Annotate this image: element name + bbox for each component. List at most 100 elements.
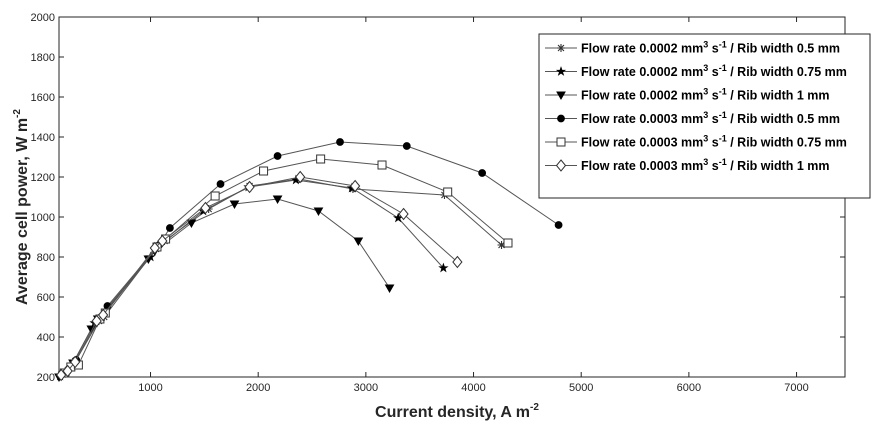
legend-label: Flow rate 0.0002 mm3 s-1 / Rib width 1 m… xyxy=(581,87,830,103)
legend-entry: Flow rate 0.0003 mm3 s-1 / Rib width 0.5… xyxy=(545,110,840,126)
data-point xyxy=(503,238,513,248)
y-tick-label: 400 xyxy=(37,332,55,344)
data-point xyxy=(186,219,197,229)
legend-label-text: Flow rate 0.0002 mm xyxy=(581,42,703,56)
data-point xyxy=(313,207,324,217)
series-line xyxy=(58,198,391,378)
y-axis-label-text: Average cell power, W m xyxy=(14,118,31,305)
legend-label-superscript: -1 xyxy=(719,134,727,144)
x-tick-label: 2000 xyxy=(246,382,270,394)
legend-label-superscript: 3 xyxy=(703,134,708,144)
series-diamond xyxy=(56,170,463,382)
y-tick-label: 2000 xyxy=(31,12,55,24)
y-tick-label: 600 xyxy=(37,292,55,304)
data-point xyxy=(353,237,364,247)
legend-label: Flow rate 0.0002 mm3 s-1 / Rib width 0.5… xyxy=(581,40,840,56)
legend-label-superscript: -1 xyxy=(719,87,727,97)
legend-label: Flow rate 0.0003 mm3 s-1 / Rib width 0.5… xyxy=(581,110,840,126)
legend-label-superscript: -1 xyxy=(719,63,727,73)
data-point xyxy=(295,170,306,184)
legend: Flow rate 0.0002 mm3 s-1 / Rib width 0.5… xyxy=(538,33,871,199)
data-point xyxy=(166,224,174,232)
legend-label-tail: / Rib width 1 mm xyxy=(727,159,830,173)
data-point xyxy=(557,114,565,123)
legend-label-superscript: -1 xyxy=(719,40,727,50)
data-point xyxy=(556,137,566,147)
x-tick-label: 6000 xyxy=(677,382,701,394)
legend-label-text: Flow rate 0.0003 mm xyxy=(581,159,703,173)
legend-label-superscript: 3 xyxy=(703,110,708,120)
legend-label-unit: s xyxy=(708,89,718,103)
y-tick-label: 200 xyxy=(37,372,55,384)
data-point xyxy=(555,159,567,172)
x-axis-label-text: Current density, A m xyxy=(375,404,530,421)
legend-label-superscript: 3 xyxy=(703,40,708,50)
data-point xyxy=(316,154,326,164)
x-tick-label: 4000 xyxy=(461,382,485,394)
y-tick-label: 1400 xyxy=(31,132,55,144)
legend-label-text: Flow rate 0.0002 mm xyxy=(581,89,703,103)
legend-label-unit: s xyxy=(708,159,718,173)
series-triangle-down xyxy=(54,195,395,383)
legend-label-unit: s xyxy=(708,136,718,150)
legend-label-superscript: 3 xyxy=(703,87,708,97)
legend-label-tail: / Rib width 0.75 mm xyxy=(727,136,847,150)
legend-entry: Flow rate 0.0002 mm3 s-1 / Rib width 0.5… xyxy=(545,40,840,56)
data-point xyxy=(62,364,73,378)
data-point xyxy=(273,152,282,160)
data-point xyxy=(157,234,168,248)
data-point xyxy=(56,368,67,382)
series-line xyxy=(60,176,458,376)
x-tick-label: 5000 xyxy=(569,382,593,394)
axes: 1000 2000 3000 4000 5000 6000 7000 200 400 600 800… xyxy=(31,12,846,394)
data-point xyxy=(210,191,220,201)
data-point xyxy=(349,179,361,193)
data-point xyxy=(554,221,563,229)
series-lines xyxy=(54,138,563,383)
data-point xyxy=(452,255,463,269)
data-point xyxy=(229,200,240,210)
data-point xyxy=(478,169,487,177)
data-point xyxy=(438,262,449,273)
series-line xyxy=(59,179,444,377)
data-point xyxy=(272,195,283,205)
data-point xyxy=(244,180,255,194)
axis-labels: Current density, A m-2 Average cell powe… xyxy=(12,109,539,421)
data-point xyxy=(149,241,160,255)
x-tick-label: 1000 xyxy=(138,382,162,394)
data-point xyxy=(259,166,269,176)
legend-label: Flow rate 0.0003 mm3 s-1 / Rib width 0.7… xyxy=(581,134,847,150)
legend-label-superscript: -1 xyxy=(719,110,727,120)
y-axis-label: Average cell power, W m-2 xyxy=(12,109,31,305)
legend-label-superscript: 3 xyxy=(703,157,708,167)
data-point xyxy=(443,187,453,197)
data-point xyxy=(384,284,395,294)
legend-entry: Flow rate 0.0003 mm3 s-1 / Rib width 1 m… xyxy=(545,157,830,173)
data-point xyxy=(97,308,109,322)
legend-label-unit: s xyxy=(708,42,718,56)
legend-label-superscript: 3 xyxy=(703,63,708,73)
legend-label-text: Flow rate 0.0002 mm xyxy=(581,65,703,79)
legend-label: Flow rate 0.0002 mm3 s-1 / Rib width 0.7… xyxy=(581,63,847,79)
legend-label-superscript: -1 xyxy=(719,157,727,167)
y-tick-label: 1600 xyxy=(31,92,55,104)
data-point xyxy=(200,201,211,215)
x-tick-label: 7000 xyxy=(784,382,808,394)
legend-entry: Flow rate 0.0002 mm3 s-1 / Rib width 0.7… xyxy=(545,63,847,79)
series-asterisk xyxy=(57,175,506,379)
data-point xyxy=(557,44,565,52)
legend-label-tail: / Rib width 0.5 mm xyxy=(727,42,840,56)
data-point xyxy=(556,91,566,101)
legend-label-tail: / Rib width 0.5 mm xyxy=(727,112,840,126)
legend-entry: Flow rate 0.0002 mm3 s-1 / Rib width 1 m… xyxy=(545,87,830,103)
series-line xyxy=(61,141,559,375)
legend-label-text: Flow rate 0.0003 mm xyxy=(581,112,703,126)
x-axis-label: Current density, A m-2 xyxy=(375,402,539,421)
legend-label-tail: / Rib width 1 mm xyxy=(727,89,830,103)
data-point xyxy=(402,142,411,150)
data-point xyxy=(377,160,387,170)
series-circle xyxy=(58,138,563,378)
data-point xyxy=(91,314,102,328)
